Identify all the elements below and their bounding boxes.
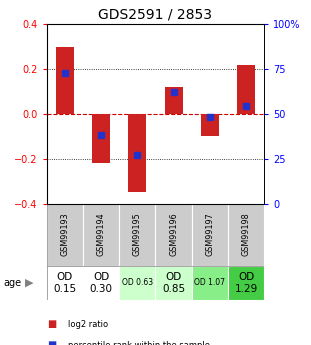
Text: OD
1.29: OD 1.29	[234, 272, 258, 294]
Text: log2 ratio: log2 ratio	[68, 320, 109, 329]
Text: ■: ■	[47, 319, 56, 329]
Bar	[119, 204, 156, 266]
Text: OD 1.07: OD 1.07	[194, 278, 225, 287]
Text: GSM99198: GSM99198	[242, 213, 251, 256]
Text: OD
0.85: OD 0.85	[162, 272, 185, 294]
Text: OD
0.30: OD 0.30	[90, 272, 113, 294]
Text: GSM99195: GSM99195	[133, 213, 142, 256]
Text: ■: ■	[47, 340, 56, 345]
Bar	[165, 87, 183, 114]
Bar	[92, 114, 110, 163]
Bar	[156, 204, 192, 266]
Text: age: age	[3, 278, 21, 288]
Bar	[83, 266, 119, 300]
Bar	[128, 114, 146, 192]
Bar	[119, 266, 156, 300]
Bar	[228, 204, 264, 266]
Text: OD
0.15: OD 0.15	[53, 272, 77, 294]
Text: GSM99196: GSM99196	[169, 213, 178, 256]
Title: GDS2591 / 2853: GDS2591 / 2853	[99, 8, 212, 22]
Text: percentile rank within the sample: percentile rank within the sample	[68, 341, 211, 345]
Text: GSM99194: GSM99194	[97, 213, 105, 256]
Bar	[47, 204, 83, 266]
Bar	[83, 204, 119, 266]
Text: ▶: ▶	[25, 278, 33, 288]
Bar	[237, 65, 255, 114]
Bar	[56, 47, 74, 114]
Bar	[192, 204, 228, 266]
Text: OD 0.63: OD 0.63	[122, 278, 153, 287]
Bar	[192, 266, 228, 300]
Bar	[201, 114, 219, 136]
Bar	[156, 266, 192, 300]
Text: GSM99197: GSM99197	[206, 213, 214, 256]
Bar	[228, 266, 264, 300]
Bar	[47, 266, 83, 300]
Text: GSM99193: GSM99193	[60, 213, 69, 256]
